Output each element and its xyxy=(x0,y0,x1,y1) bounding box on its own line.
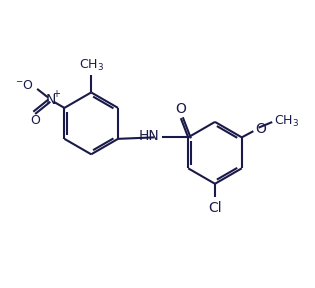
Text: O: O xyxy=(255,122,266,136)
Text: +: + xyxy=(52,90,60,99)
Text: N: N xyxy=(45,93,55,107)
Text: HN: HN xyxy=(139,129,159,143)
Text: O: O xyxy=(30,114,40,127)
Text: $^{-}$O: $^{-}$O xyxy=(15,79,34,92)
Text: Cl: Cl xyxy=(208,201,222,215)
Text: O: O xyxy=(175,102,186,116)
Text: CH$_3$: CH$_3$ xyxy=(79,58,104,73)
Text: CH$_3$: CH$_3$ xyxy=(274,113,299,129)
